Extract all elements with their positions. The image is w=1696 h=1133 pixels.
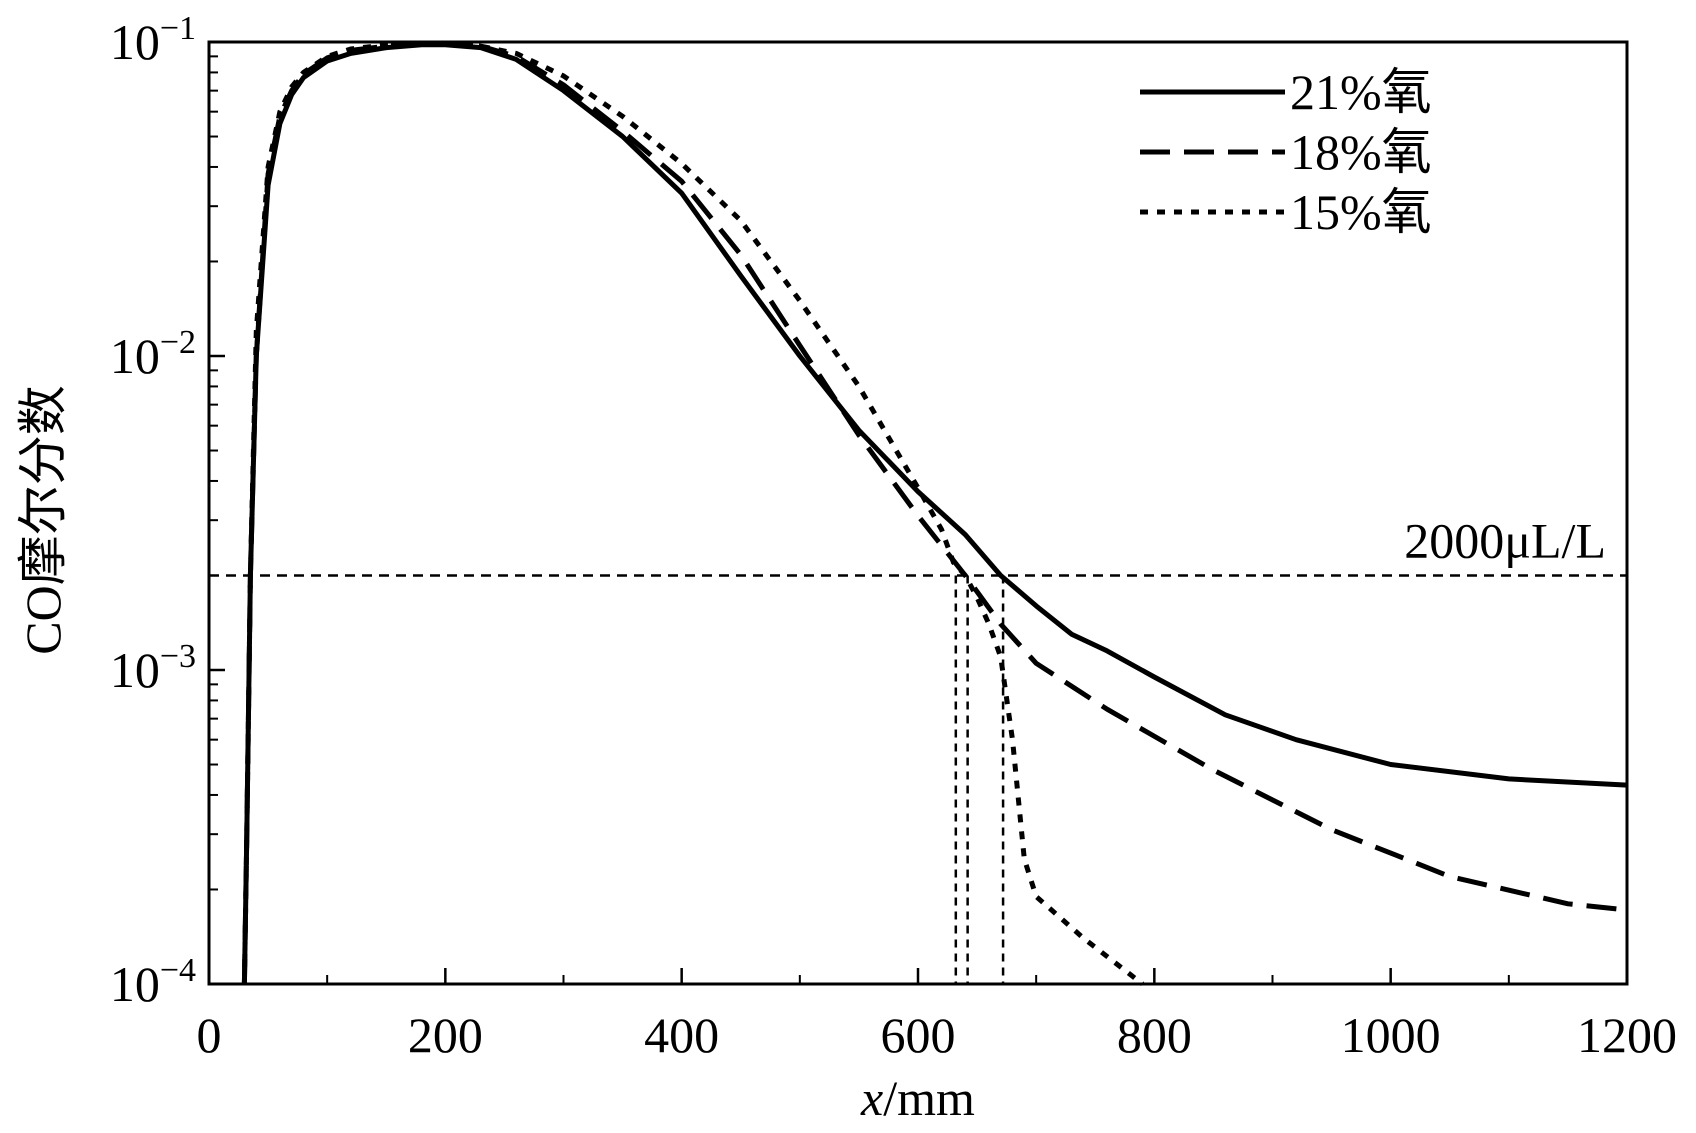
y-tick-label: 10−2 [110,324,196,384]
y-axis-title: CO摩尔分数 [15,385,71,654]
x-tick-label: 1200 [1577,1007,1677,1063]
series-line-3 [241,40,1145,986]
series-layer [241,40,1628,986]
ticks-layer: 0 200 400 600 800 1000 1200 10−1 10−2 10−3 10−4 [110,10,1677,1063]
legend-label-1: 21%氧 [1290,64,1432,120]
labels-layer: x/mm CO摩尔分数 [15,385,975,1126]
y-tick-label: 10−4 [110,952,196,1012]
legend-label-2: 18%氧 [1290,124,1432,180]
series-line-2 [241,40,1628,985]
x-tick-label: 800 [1117,1007,1192,1063]
threshold-label: 2000μL/L [1404,512,1606,568]
x-tick-label: 200 [408,1007,483,1063]
threshold-layer: 2000μL/L [209,512,1627,984]
x-tick-label: 400 [644,1007,719,1063]
y-tick-label: 10−1 [110,10,196,70]
series-line-1 [241,42,1628,985]
x-axis-title: x/mm [860,1070,975,1126]
legend-label-3: 15%氧 [1290,184,1432,240]
y-tick-label: 10−3 [110,638,196,698]
x-tick-label: 1000 [1341,1007,1441,1063]
x-tick-label: 0 [197,1007,222,1063]
x-tick-label: 600 [881,1007,956,1063]
legend: 21%氧18%氧15%氧 [1140,64,1432,240]
